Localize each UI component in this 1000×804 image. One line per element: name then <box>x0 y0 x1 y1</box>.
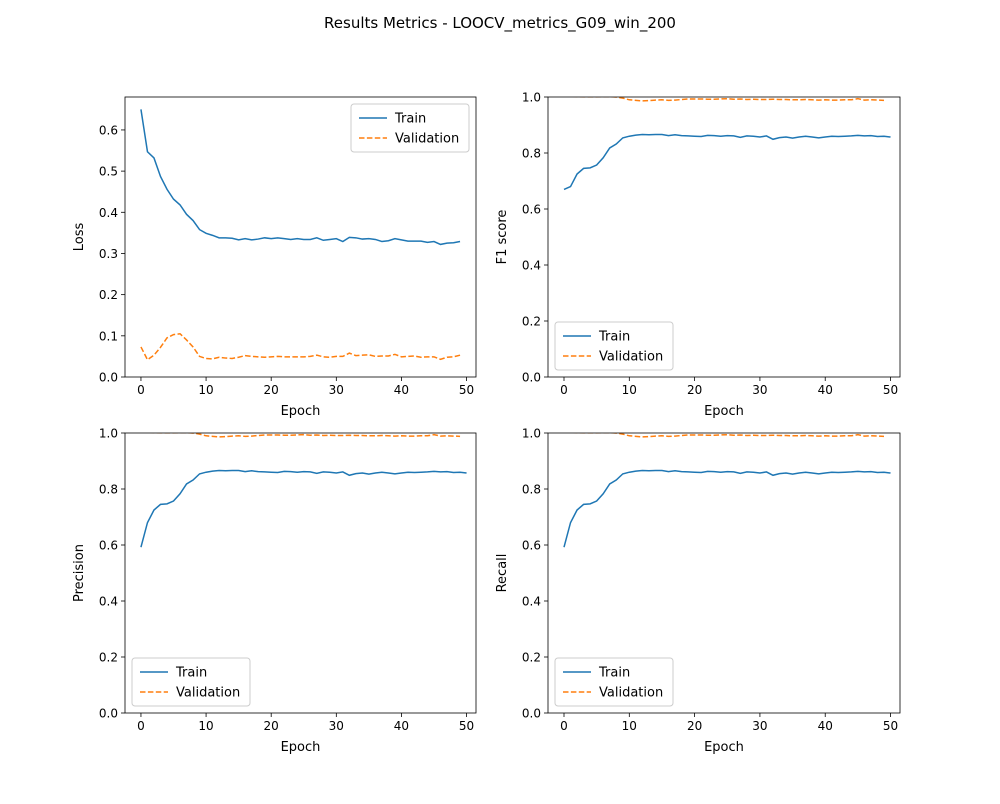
y-tick-label: 0.8 <box>522 147 541 161</box>
y-tick-label: 0.5 <box>99 165 118 179</box>
x-tick-label: 0 <box>137 383 145 397</box>
x-tick-label: 10 <box>198 383 213 397</box>
chart-recall: 0 10 20 30 40 50 0.0 0.2 0.4 0.6 0.8 1.0 Epoch Recall… <box>495 427 901 755</box>
legend-label-validation: Validation <box>395 132 459 147</box>
x-tick-label: 30 <box>752 383 767 397</box>
y-tick-label: 1.0 <box>522 427 541 441</box>
y-tick-label: 0.6 <box>99 539 118 553</box>
y-tick-label: 0.4 <box>99 595 118 609</box>
legend-label-train: Train <box>394 112 426 127</box>
legend-label-validation: Validation <box>176 686 240 701</box>
legend-box <box>554 657 674 707</box>
y-axis-label: F1 score <box>495 210 510 265</box>
train-line-loss <box>140 109 461 246</box>
validation-line-loss <box>140 332 461 361</box>
x-axis-label: Epoch <box>281 404 321 419</box>
legend-label-train: Train <box>175 666 207 681</box>
validation-line-f1 <box>572 97 885 102</box>
x-tick-label: 20 <box>264 383 279 397</box>
x-tick-label: 30 <box>329 383 344 397</box>
x-tick-label: 50 <box>883 719 898 733</box>
y-tick-label: 1.0 <box>99 427 118 441</box>
x-tick-label: 40 <box>394 383 409 397</box>
x-tick-label: 0 <box>560 719 568 733</box>
legend-label-validation: Validation <box>599 350 663 365</box>
y-tick-label: 0.8 <box>522 483 541 497</box>
x-tick-label: 30 <box>329 719 344 733</box>
y-tick-label: 0.0 <box>522 707 541 721</box>
y-tick-label: 0.0 <box>522 371 541 385</box>
train-line-precision <box>140 469 467 548</box>
legend-box <box>131 657 251 707</box>
figure-title: Results Metrics - LOOCV_metrics_G09_win_… <box>324 14 676 33</box>
y-axis-label: Precision <box>72 544 87 602</box>
x-tick-label: 20 <box>687 719 702 733</box>
y-tick-label: 0.4 <box>522 595 541 609</box>
validation-line-precision <box>149 433 461 438</box>
y-tick-label: 0.6 <box>522 539 541 553</box>
x-tick-label: 40 <box>818 719 833 733</box>
x-tick-label: 20 <box>687 383 702 397</box>
y-tick-label: 0.4 <box>99 206 118 220</box>
y-tick-label: 0.8 <box>99 483 118 497</box>
y-tick-label: 0.6 <box>99 123 118 137</box>
y-tick-label: 0.6 <box>522 203 541 217</box>
x-tick-label: 10 <box>622 719 637 733</box>
y-tick-label: 0.0 <box>99 371 118 385</box>
y-tick-label: 1.0 <box>522 91 541 105</box>
legend-recall: Train Validation <box>554 657 674 707</box>
legend-f1: Train Validation <box>554 321 674 371</box>
y-tick-label: 0.1 <box>99 329 118 343</box>
x-tick-label: 20 <box>264 719 279 733</box>
train-line-f1 <box>563 133 891 191</box>
axes-frame-f1 <box>547 96 901 378</box>
y-tick-label: 0.3 <box>99 247 118 261</box>
x-tick-label: 10 <box>622 383 637 397</box>
legend-label-train: Train <box>598 666 630 681</box>
axes-frame-loss <box>124 96 477 378</box>
x-axis-label: Epoch <box>704 404 744 419</box>
legend-label-validation: Validation <box>599 686 663 701</box>
x-axis-label: Epoch <box>281 740 321 755</box>
y-tick-label: 0.2 <box>99 288 118 302</box>
legend-box <box>554 321 674 371</box>
x-tick-label: 50 <box>459 719 474 733</box>
train-line-recall <box>563 469 891 548</box>
y-axis-label: Loss <box>72 223 87 252</box>
x-tick-label: 10 <box>198 719 213 733</box>
chart-f1: 0 10 20 30 40 50 0.0 0.2 0.4 0.6 0.8 1.0 Epoch F1 sco… <box>495 91 901 419</box>
x-tick-label: 50 <box>459 383 474 397</box>
chart-precision: 0 10 20 30 40 50 0.0 0.2 0.4 0.6 0.8 1.0 Epoch Precis… <box>72 427 477 755</box>
legend-precision: Train Validation <box>131 657 251 707</box>
legend-box <box>350 103 470 153</box>
x-tick-label: 40 <box>818 383 833 397</box>
y-tick-label: 0.0 <box>99 707 118 721</box>
legend-label-train: Train <box>598 330 630 345</box>
y-tick-label: 0.2 <box>99 651 118 665</box>
legend-loss: Train Validation <box>350 103 470 153</box>
axes-frame-precision <box>124 432 477 714</box>
x-tick-label: 40 <box>394 719 409 733</box>
validation-line-recall <box>572 433 885 438</box>
y-tick-label: 0.2 <box>522 651 541 665</box>
x-tick-label: 50 <box>883 383 898 397</box>
y-tick-label: 0.4 <box>522 259 541 273</box>
chart-loss: 0 10 20 30 40 50 0.0 0.1 0.2 0.3 0.4 0.5 0.6 Epoch Los… <box>72 96 477 419</box>
x-tick-label: 30 <box>752 719 767 733</box>
y-axis-label: Recall <box>495 554 510 593</box>
x-axis-label: Epoch <box>704 740 744 755</box>
x-tick-label: 0 <box>137 719 145 733</box>
axes-frame-recall <box>547 432 901 714</box>
x-tick-label: 0 <box>560 383 568 397</box>
y-tick-label: 0.2 <box>522 315 541 329</box>
